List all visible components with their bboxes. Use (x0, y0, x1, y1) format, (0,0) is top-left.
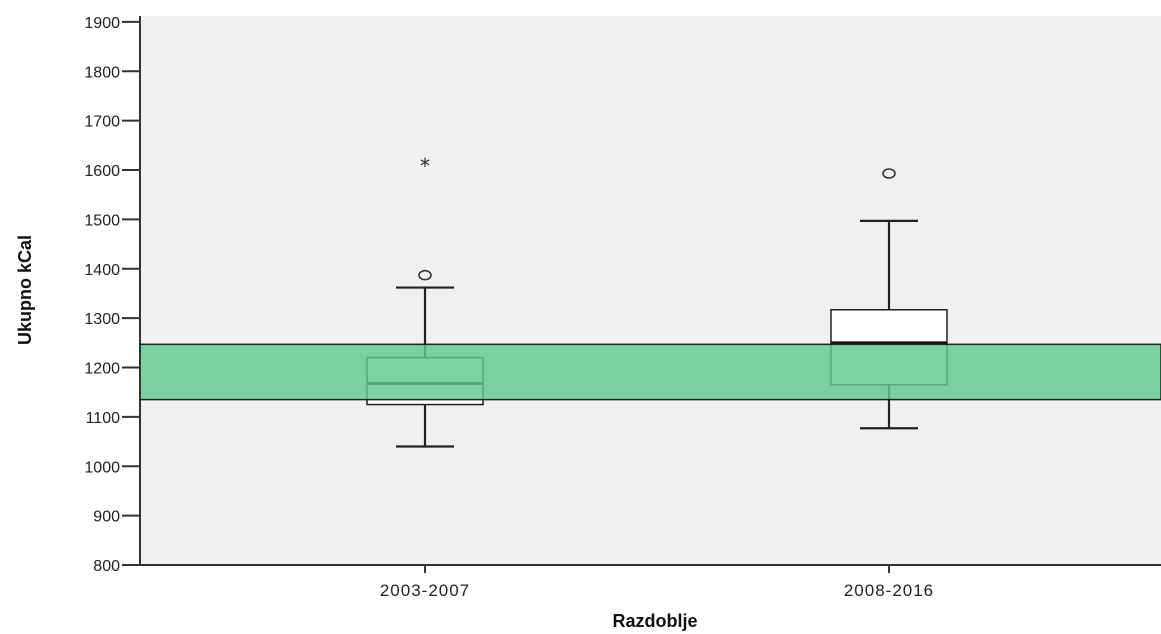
x-tick-label: 2003-2007 (380, 581, 470, 600)
y-axis-title: Ukupno kCal (15, 235, 35, 345)
reference-band (139, 343, 1161, 401)
y-tick-label: 1800 (84, 64, 120, 81)
y-tick-label: 1200 (84, 361, 120, 378)
y-tick-label: 1400 (84, 262, 120, 279)
y-tick-label: 1500 (84, 212, 120, 229)
x-axis: 2003-2007 2008-2016 (140, 564, 1161, 600)
extreme-point: * (420, 154, 430, 178)
y-tick-label: 1100 (86, 410, 121, 427)
x-axis-title: Razdoblje (612, 611, 697, 631)
y-tick-label: 1700 (84, 114, 120, 131)
y-tick-label: 800 (93, 558, 120, 575)
y-axis: 800 900 1000 1100 1200 1300 1400 1500 1600 1700 18… (84, 15, 141, 575)
plot-area (140, 16, 1161, 565)
y-tick-label: 900 (93, 509, 120, 526)
outlier-point (418, 269, 432, 281)
y-tick-label: 1600 (84, 163, 120, 180)
x-tick-label: 2008-2016 (844, 581, 934, 600)
outlier-point (882, 168, 896, 179)
y-tick-label: 1300 (84, 311, 120, 328)
y-tick-label: 1000 (84, 459, 120, 476)
y-tick-label: 1900 (84, 15, 120, 32)
